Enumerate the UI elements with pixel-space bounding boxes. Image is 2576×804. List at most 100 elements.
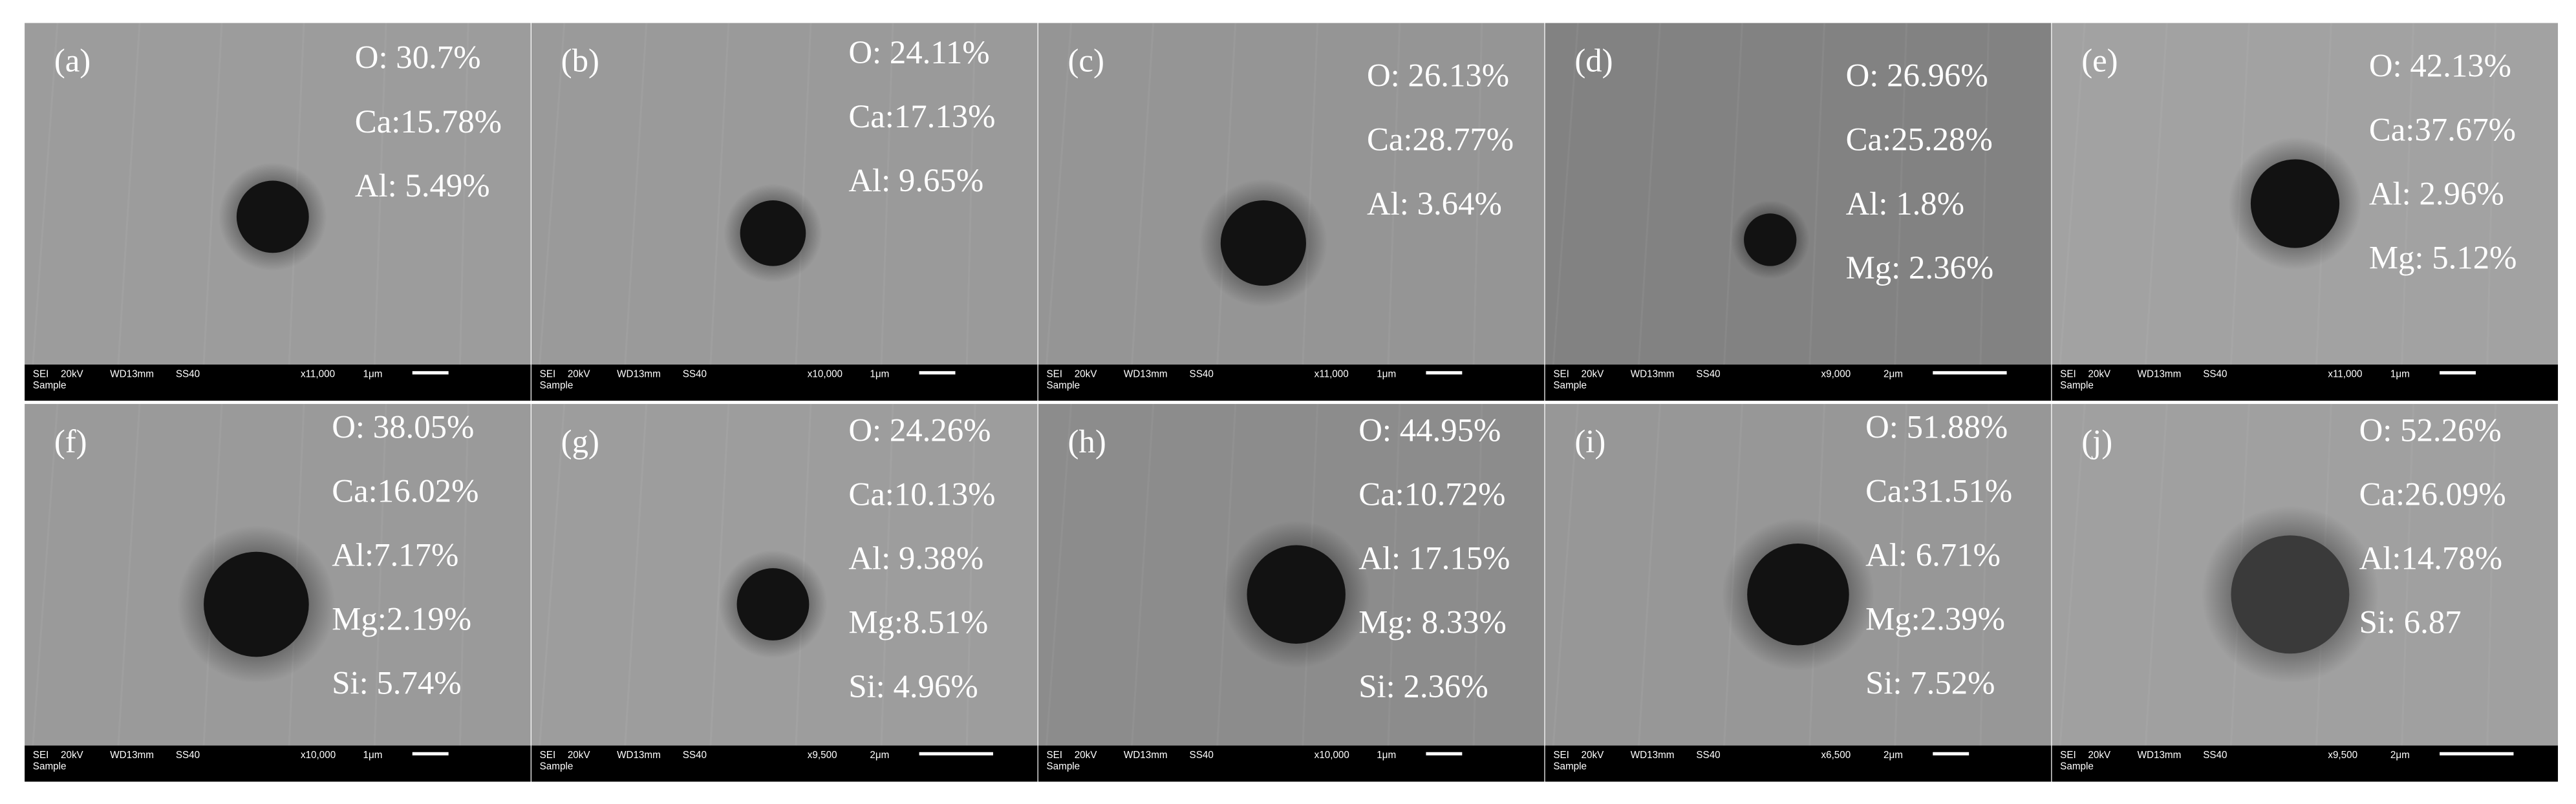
inclusion-particle	[740, 200, 806, 266]
info-bar	[1545, 365, 2052, 401]
info-detector: SEI	[540, 368, 556, 379]
scratch	[880, 23, 894, 365]
info-voltage: 20kV	[1582, 750, 1605, 761]
sem-panel: (c) O: 26.13% Ca:28.77% Al: 3.64% SEI 20kV WD1…	[1038, 23, 1545, 401]
scratch	[1809, 23, 1826, 365]
composition-line: Al: 6.71%	[1865, 537, 2001, 573]
info-scale: 1μm	[870, 368, 889, 379]
info-sample: Sample	[540, 761, 574, 772]
scratch	[1131, 23, 1155, 365]
panel-label: (a)	[54, 43, 91, 79]
scratch	[2401, 403, 2414, 746]
info-voltage: 20kV	[1075, 750, 1098, 761]
scratch	[117, 403, 141, 746]
composition-line: O: 26.96%	[1846, 58, 1988, 94]
info-sample: Sample	[2060, 380, 2094, 391]
info-bar	[1545, 745, 2052, 782]
scratch	[2401, 23, 2414, 365]
info-wd: WD13mm	[110, 750, 154, 761]
sem-panel: (d) O: 26.96% Ca:25.28% Al: 1.8% Mg: 2.36% SE…	[1545, 23, 2052, 401]
info-detector: SEI	[2060, 750, 2076, 761]
inclusion-particle	[736, 568, 810, 640]
composition-line: O: 24.26%	[848, 412, 991, 448]
composition-line: O: 42.13%	[2369, 47, 2511, 83]
info-scale: 2μm	[2390, 750, 2410, 761]
scratch	[795, 23, 812, 365]
info-bar	[1038, 365, 1545, 401]
inclusion-particle	[2250, 159, 2340, 248]
info-ss: SS40	[1696, 750, 1720, 761]
scratch	[1045, 403, 1073, 746]
sem-panel: (e) O: 42.13% Ca:37.67% Al: 2.96% Mg: 5.12% S…	[2052, 23, 2559, 401]
info-sample: Sample	[540, 380, 574, 391]
info-scale: 2μm	[1884, 750, 1903, 761]
panel-label: (h)	[1068, 423, 1106, 460]
composition-line: Ca:26.09%	[2359, 476, 2506, 513]
info-bar	[531, 745, 1038, 782]
composition-line: Ca:28.77%	[1367, 122, 1514, 158]
inclusion-particle	[1744, 213, 1797, 266]
composition-line: Al: 1.8%	[1846, 185, 1964, 222]
info-scale: 2μm	[870, 750, 889, 761]
info-sample: Sample	[33, 761, 67, 772]
info-ss: SS40	[176, 368, 200, 379]
micrograph	[1545, 23, 2052, 365]
scratch	[624, 403, 648, 746]
info-magnification: x9,500	[808, 750, 837, 761]
scratch	[1552, 403, 1579, 746]
info-magnification: x11,000	[301, 368, 335, 379]
composition-line: Al: 5.49%	[355, 167, 490, 204]
info-magnification: x9,500	[2328, 750, 2357, 761]
inclusion-particle	[1220, 200, 1306, 286]
info-sample: Sample	[1047, 761, 1080, 772]
composition-line: Si: 6.87	[2359, 604, 2462, 640]
composition-line: Mg:2.19%	[332, 601, 471, 637]
info-magnification: x10,000	[301, 750, 336, 761]
panel-label: (i)	[1574, 423, 1605, 460]
scratch	[1979, 23, 1990, 365]
composition-line: Ca:37.67%	[2369, 111, 2516, 147]
sem-panel: (f) O: 38.05% Ca:16.02% Al:7.17% Mg:2.19% Si:…	[25, 403, 531, 782]
composition-line: Mg: 5.12%	[2369, 240, 2517, 276]
scratch	[2486, 23, 2497, 365]
sem-panel: (b) O: 24.11% Ca:17.13% Al: 9.65% SEI 20kV WD1…	[531, 23, 1038, 401]
panel-label: (e)	[2081, 43, 2118, 79]
info-magnification: x11,000	[1315, 368, 1349, 379]
info-scale: 2μm	[1884, 368, 1903, 379]
info-scale: 1μm	[363, 750, 383, 761]
info-magnification: x11,000	[2328, 368, 2362, 379]
info-magnification: x10,000	[1315, 750, 1349, 761]
info-voltage: 20kV	[61, 750, 84, 761]
scratch	[2059, 23, 2086, 365]
scratch	[1387, 403, 1401, 746]
sem-panel: (a) O: 30.7% Ca:15.78% Al: 5.49% SEI 20kV WD13…	[25, 23, 531, 401]
composition-line: Ca:25.28%	[1846, 122, 1993, 158]
composition-line: Ca:17.13%	[848, 98, 995, 134]
composition-line: Ca:10.72%	[1358, 476, 1505, 513]
scratch	[880, 403, 894, 746]
info-ss: SS40	[2203, 750, 2227, 761]
composition-line: Mg:8.51%	[848, 604, 988, 640]
info-ss: SS40	[1696, 368, 1720, 379]
panel-label: (f)	[54, 423, 87, 460]
scratch	[1131, 403, 1155, 746]
composition-line: Mg: 8.33%	[1358, 604, 1507, 640]
info-voltage: 20kV	[2088, 750, 2111, 761]
composition-line: Mg:2.39%	[1865, 601, 2005, 637]
scratch	[965, 23, 976, 365]
info-sample: Sample	[1553, 761, 1587, 772]
composition-line: Al: 3.64%	[1367, 185, 1502, 222]
sem-panel: (j) O: 52.26% Ca:26.09% Al:14.78% Si: 6.87 SE…	[2052, 403, 2559, 782]
info-voltage: 20kV	[1075, 368, 1098, 379]
info-wd: WD13mm	[2138, 750, 2182, 761]
composition-line: O: 24.11%	[848, 34, 989, 70]
info-scale: 1μm	[1377, 750, 1396, 761]
scratch	[2059, 403, 2086, 746]
scratch	[2144, 403, 2168, 746]
info-detector: SEI	[2060, 368, 2076, 379]
scratch	[1637, 403, 1662, 746]
inclusion-particle	[1747, 544, 1849, 646]
scratch	[202, 23, 223, 365]
scratch	[1637, 23, 1662, 365]
scratch	[624, 23, 648, 365]
